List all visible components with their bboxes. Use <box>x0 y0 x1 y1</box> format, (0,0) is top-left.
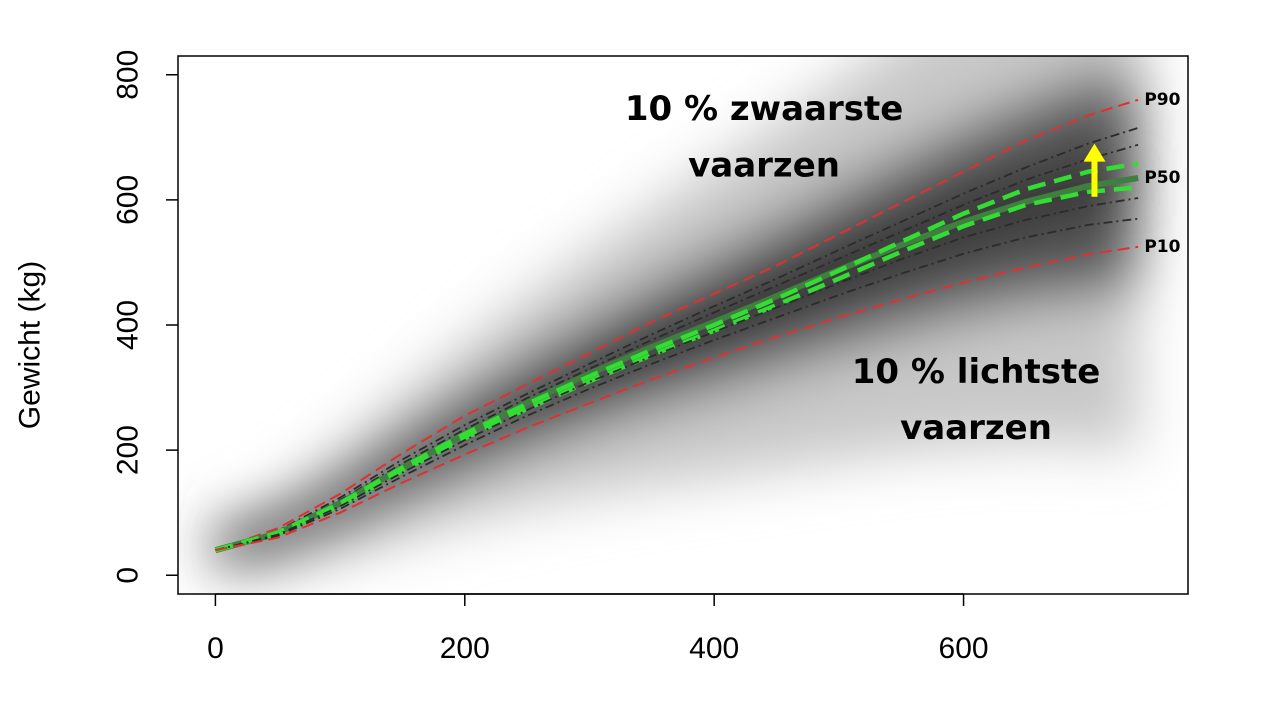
y-tick-label: 0 <box>112 567 145 584</box>
percentile-label-p10: P10 <box>1144 237 1180 257</box>
arrow-head-icon <box>1083 143 1106 162</box>
x-tick-label: 0 <box>207 632 224 665</box>
series-line-band-5 <box>214 185 1139 553</box>
x-tick-label: 200 <box>440 632 490 665</box>
y-tick-label: 800 <box>112 50 145 100</box>
percentile-lines <box>214 98 1139 554</box>
x-tick-label: 400 <box>689 632 739 665</box>
y-axis-title: Gewicht (kg) <box>14 261 47 429</box>
series-line-band-7 <box>215 217 1139 552</box>
series-line-band-2 <box>215 143 1139 552</box>
series-line-band-1 <box>215 127 1139 552</box>
annotation-text: vaarzen <box>688 145 840 185</box>
percentile-label-p90: P90 <box>1144 90 1180 110</box>
annotation-text: 10 % zwaarste <box>625 89 903 129</box>
x-tick-label: 600 <box>939 632 989 665</box>
annotation-text: 10 % lichtste <box>852 352 1101 392</box>
y-tick-label: 400 <box>112 300 145 350</box>
percentile-label-p50: P50 <box>1144 168 1180 188</box>
y-tick-label: 200 <box>112 425 145 475</box>
y-tick-label: 600 <box>112 175 145 225</box>
annotations: 10 % zwaarste vaarzen 10 % lichtste vaarzen… <box>625 89 1181 448</box>
series-line-p90 <box>215 98 1139 552</box>
series-line-p10 <box>215 245 1139 552</box>
axes: 0 200 400 600 0 200 400 600 800 Gewicht (kg) <box>14 50 1189 665</box>
annotation-text: vaarzen <box>900 408 1052 448</box>
